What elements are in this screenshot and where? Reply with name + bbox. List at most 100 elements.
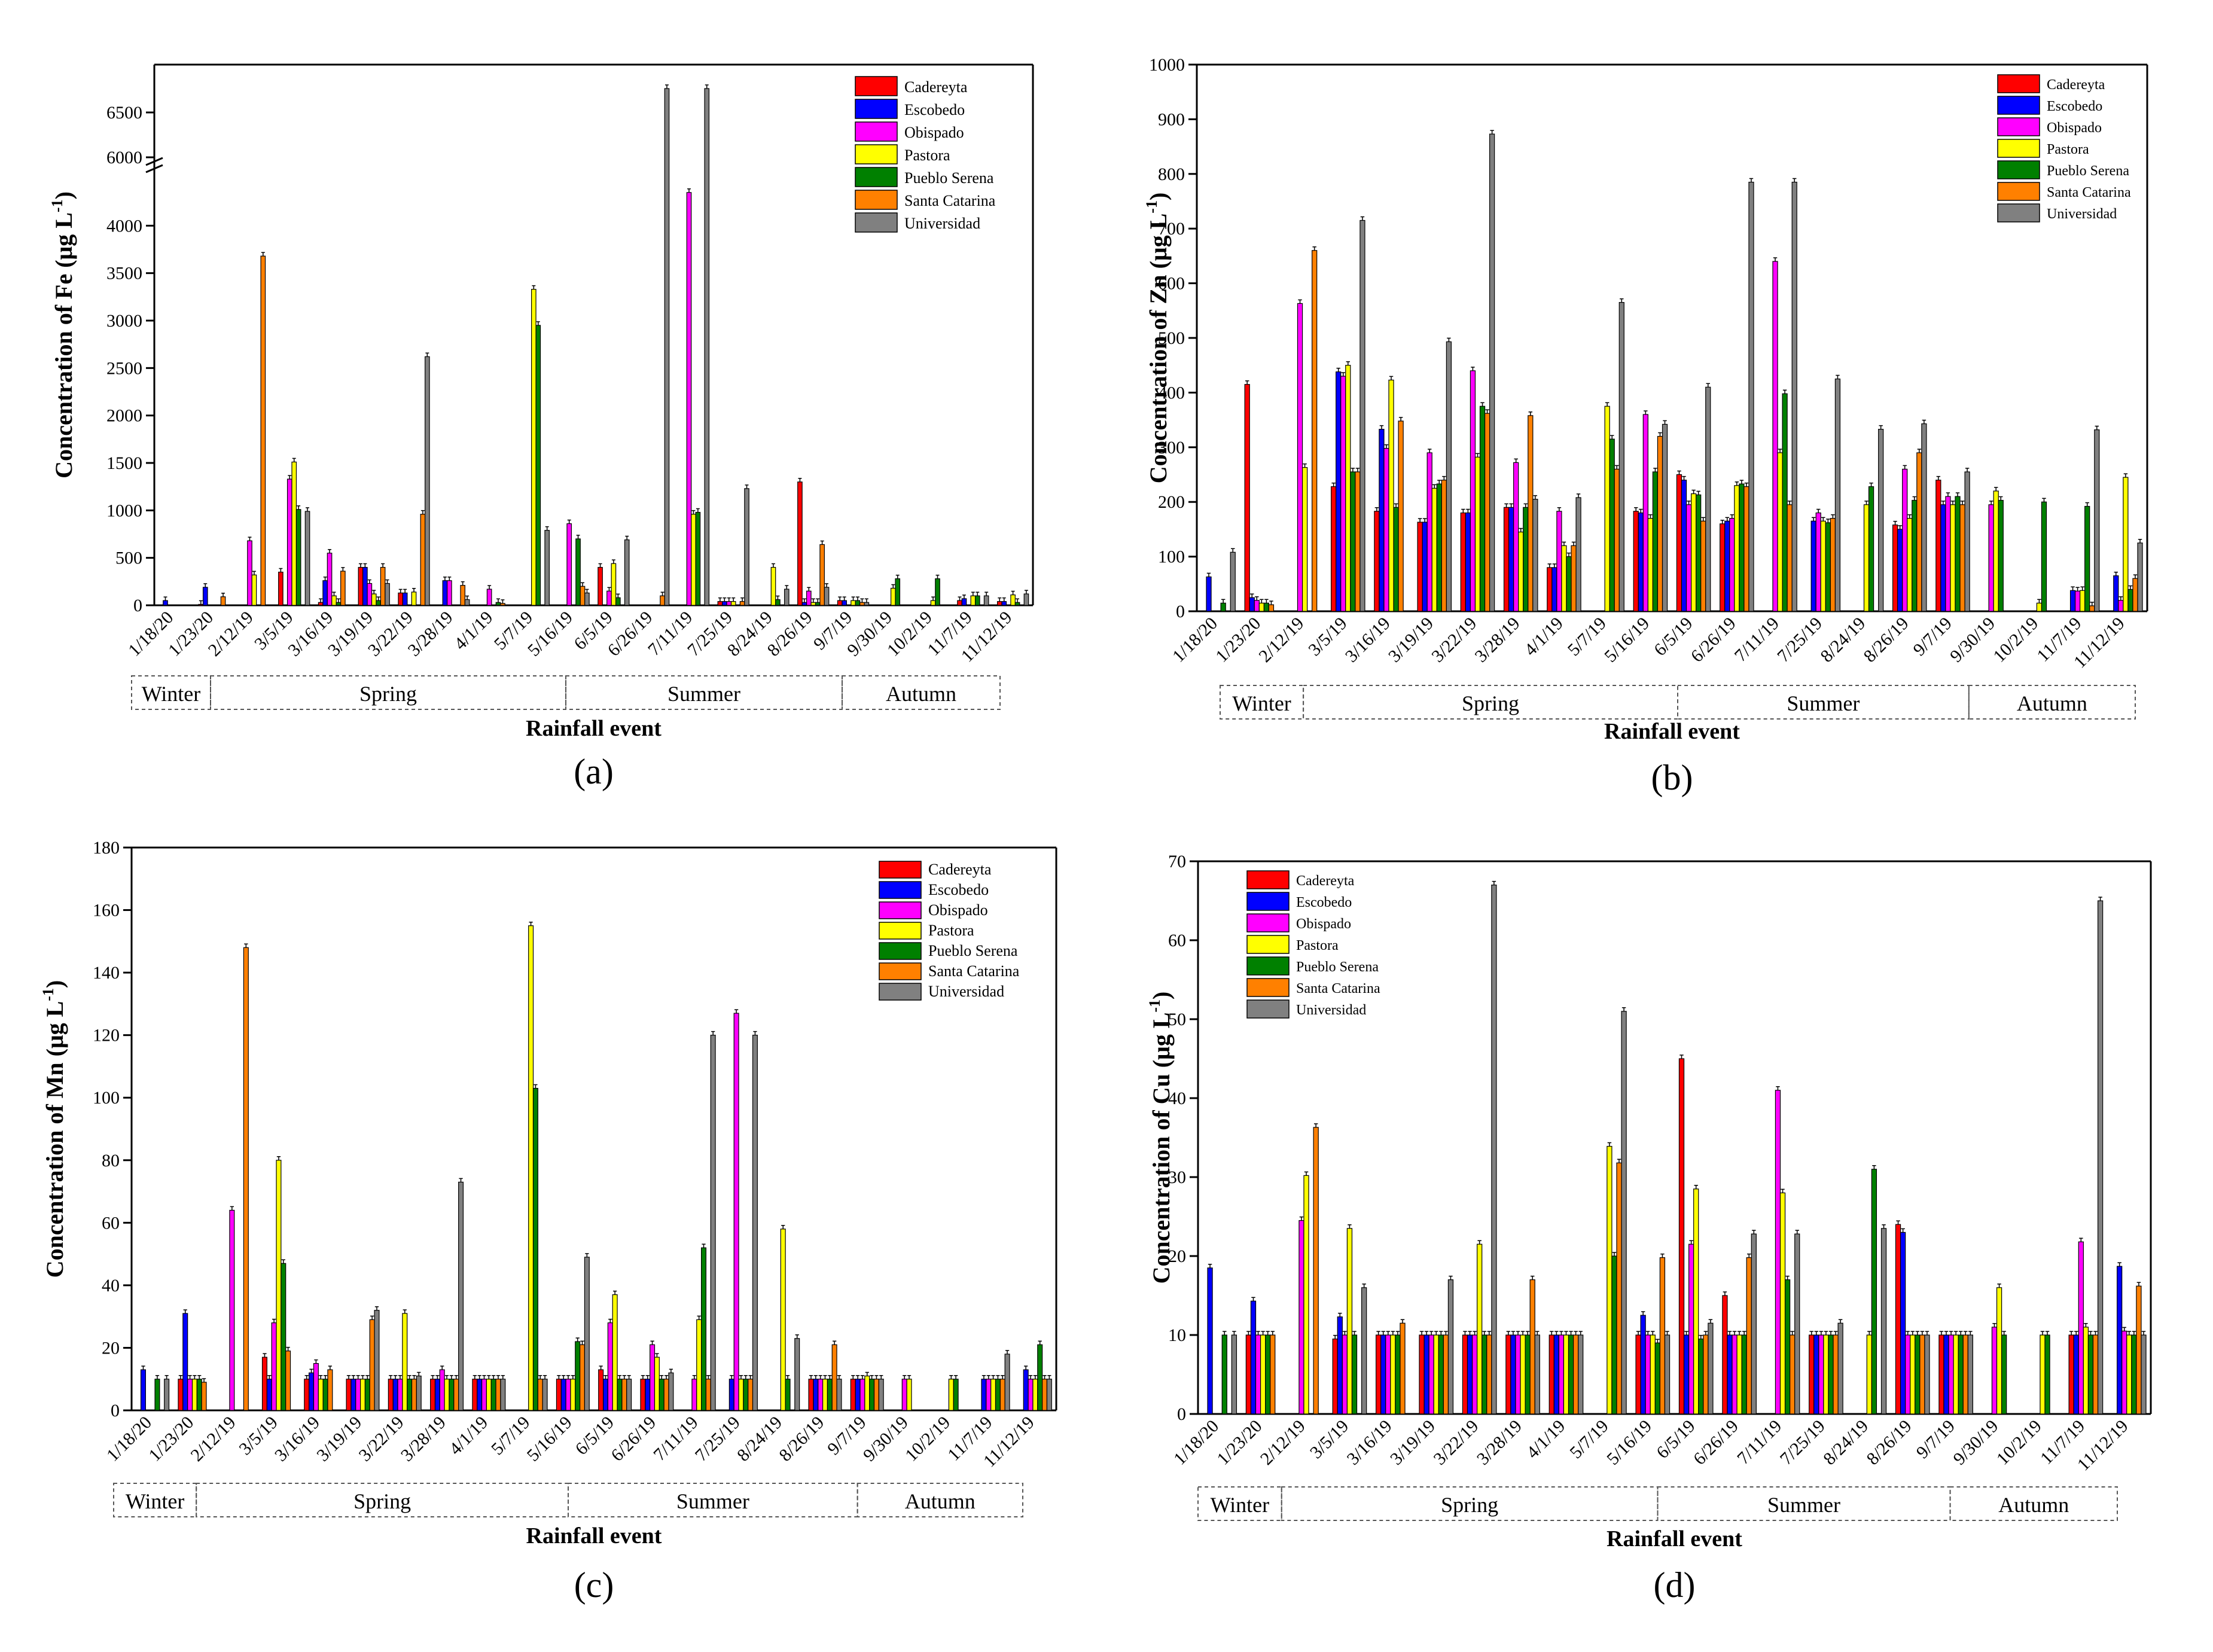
error-bar-icon [193,1374,197,1379]
bar-pueblo-serena [1782,393,1788,612]
legend-label: Cadereyta [2047,77,2105,93]
chart-panel-a: 0 500 1000 1500 2000 2500 3000 3500 4000 6000 6500… [48,63,1034,791]
bar-cadereyta [1374,511,1380,612]
season-box [565,675,843,710]
error-bar-icon [412,588,416,592]
error-bar-icon [1944,1331,1949,1335]
bar-pueblo-serena [695,511,701,606]
error-bar-icon [319,598,323,603]
bar-universidad [1491,884,1497,1415]
x-tick-label: 2/12/19 [187,1413,239,1465]
season-label: Spring [1441,1493,1498,1517]
error-bar-icon [1898,525,1902,529]
error-bar-icon [1492,880,1496,885]
error-bar-icon [1663,420,1667,425]
error-bar-icon [501,599,505,604]
bar-pueblo-serena [2001,1334,2007,1415]
error-bar-icon [641,1374,645,1379]
error-bar-icon [163,596,167,601]
error-bar-icon [420,510,425,514]
bar-universidad [416,1375,422,1411]
error-bar-icon [1528,412,1533,416]
bar-escobedo [1001,601,1007,606]
bar-santa-catarina [705,1379,711,1411]
error-bar-icon [1896,1220,1900,1225]
x-tick-label: 1/18/20 [124,608,177,660]
bar-pueblo-serena [1611,1255,1617,1415]
x-tick-label: 2/12/19 [205,608,257,660]
bar-pueblo-serena [2127,589,2133,612]
y-tick-label: 160 [93,901,120,921]
y-tick-label: 0 [133,596,142,615]
error-bar-icon [1516,1331,1520,1335]
error-bar-icon [1915,1331,1920,1335]
bar-obispado [1028,1379,1034,1411]
bar-pueblo-serena [785,1379,791,1411]
error-bar-icon [443,576,447,581]
bar-pastora [2126,1334,2132,1415]
error-bar-icon [1785,1275,1790,1280]
error-bar-icon [1727,1331,1732,1335]
bar-santa-catarina [831,1344,837,1411]
bar-cadereyta [178,1379,184,1411]
error-bar-icon [692,1374,696,1379]
bar-universidad [1621,1011,1627,1415]
error-bar-icon [1739,480,1744,484]
bar-escobedo [813,1379,819,1411]
bar-universidad [983,595,989,606]
error-bar-icon [1442,476,1446,480]
legend: Cadereyta Escobedo Obispado Pastora Pueblo S… [1246,870,1380,1019]
legend-label: Cadereyta [904,78,968,96]
error-bar-icon [1732,1331,1737,1335]
bar-obispado [271,1322,277,1411]
error-bar-icon [1607,1142,1612,1147]
error-bar-icon [1206,572,1211,577]
bar-obispado [367,583,373,606]
error-bar-icon [248,537,252,541]
bar-cadereyta [1635,1334,1641,1415]
bar-pueblo-serena [1698,1339,1704,1415]
bar-obispado [2121,1330,2127,1415]
bar-obispado [606,590,612,606]
bar-universidad [458,1181,464,1411]
bar-santa-catarina [999,1379,1005,1411]
error-bar-icon [2127,1331,2132,1335]
error-bar-icon [1391,1331,1395,1335]
error-bar-icon [1920,1331,1925,1335]
error-bar-icon [772,563,775,568]
error-bar-icon [341,567,345,571]
error-bar-icon [622,1374,626,1379]
error-bar-icon [1471,367,1475,371]
bar-santa-catarina [580,1344,586,1411]
error-bar-icon [731,597,736,602]
y-tick-label: 80 [102,1151,120,1171]
error-bar-icon [1256,1331,1260,1335]
bar-obispado [1991,1327,1998,1415]
error-bar-icon [1476,453,1480,458]
error-bar-icon [477,1374,481,1379]
chart-panel-c: 0204060801001201401601801/18/201/23/202/… [39,838,1057,1605]
season-label: Spring [353,1489,411,1513]
error-bar-icon [367,579,371,584]
x-tick-label: 10/2/19 [901,1413,954,1465]
bar-universidad [1791,181,1797,612]
bar-escobedo [855,1379,861,1411]
bar-universidad [1532,499,1538,612]
error-bar-icon [1699,1334,1703,1339]
bar-pastora [1650,1334,1656,1415]
bar-pastora [251,574,257,606]
error-bar-icon [976,592,980,596]
bar-escobedo [1683,1334,1690,1415]
bar-pueblo-serena [1014,602,1020,606]
error-bar-icon [1533,495,1538,499]
error-bar-icon [1535,1331,1540,1335]
bar-santa-catarina [420,514,426,606]
error-bar-icon [1939,1331,1944,1335]
error-bar-icon [1814,1331,1819,1335]
bar-pueblo-serena [575,1341,581,1411]
error-bar-icon [903,1374,907,1379]
error-bar-icon [833,1340,837,1345]
error-bar-icon [1653,468,1657,472]
error-bar-icon [363,563,367,568]
legend-label: Obispado [928,901,988,919]
